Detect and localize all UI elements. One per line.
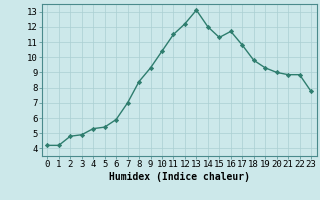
X-axis label: Humidex (Indice chaleur): Humidex (Indice chaleur): [109, 172, 250, 182]
